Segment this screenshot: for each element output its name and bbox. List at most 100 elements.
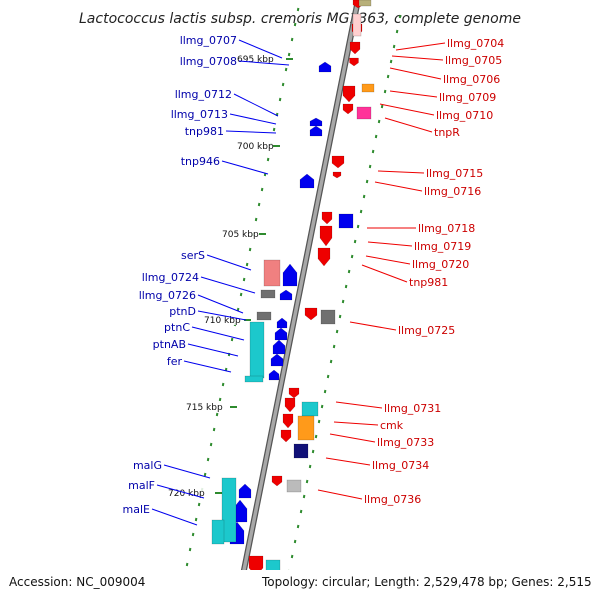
footer-background (0, 570, 600, 600)
plus-strand-gene-arrow (282, 263, 298, 287)
gene-box-pink (356, 106, 372, 120)
plus-strand-gene-arrow (268, 369, 280, 381)
minus-strand-gene-arrow (282, 413, 294, 429)
plus-gene-label: ptnD (169, 305, 196, 318)
genome-backbone (236, 0, 360, 600)
track-tick (368, 164, 372, 169)
minus-gene-label: llmg_0733 (377, 436, 434, 449)
track-tick (383, 89, 387, 94)
plus-strand-gene-arrow (279, 289, 293, 301)
track-tick (272, 127, 276, 132)
plus-label-leader (238, 39, 283, 59)
plus-gene-label: tnp946 (181, 155, 220, 168)
plus-label-leader (233, 93, 279, 117)
track-tick (239, 292, 243, 297)
track-tick (206, 457, 210, 462)
track-tick (305, 479, 309, 484)
minus-gene-label: llmg_0706 (443, 73, 500, 86)
track-tick (320, 404, 324, 409)
gene-box-salmon (263, 259, 281, 287)
minus-label-leader (374, 181, 423, 192)
track-tick (203, 472, 207, 477)
plus-strand-gene-arrow (238, 483, 252, 499)
track-tick (284, 67, 288, 72)
scale-mark-bg (202, 314, 246, 325)
plus-gene-label: llmg_0726 (139, 289, 196, 302)
gene-box-orange (361, 83, 375, 93)
minus-gene-label: llmg_0710 (436, 109, 493, 122)
minus-strand-gene-arrow (317, 247, 331, 267)
plus-gene-label: llmg_0708 (180, 55, 237, 68)
gene-box-gray (260, 289, 276, 299)
minus-gene-label: tnp981 (409, 276, 448, 289)
scale-mark-bg (166, 487, 210, 498)
plus-strand-gene-arrow (309, 125, 323, 137)
feature-layer: 695 kbp 700 kbp 705 kbp 710 kbp 715 kbp 720 k… (146, 0, 402, 600)
gene-box-navy (293, 443, 309, 459)
minus-gene-label: llmg_0725 (398, 324, 455, 337)
track-tick (332, 344, 336, 349)
track-tick (353, 239, 357, 244)
track-tick (392, 44, 396, 49)
track-tick (188, 547, 192, 552)
minus-strand-gene-arrow (288, 387, 300, 399)
plus-strand-gene-arrow (272, 339, 286, 355)
scale-mark-label: 705 kbp (222, 230, 259, 240)
track-tick (350, 254, 354, 259)
track-tick (245, 262, 249, 267)
track-tick (311, 449, 315, 454)
minus-gene-label: llmg_0731 (384, 402, 441, 415)
gene-box-olive (358, 0, 372, 7)
track-tick (374, 134, 378, 139)
plus-label-leader (187, 343, 239, 357)
scale-mark-label: 715 kbp (186, 403, 223, 413)
track-tick (344, 284, 348, 289)
track-tick (299, 509, 303, 514)
minus-gene-label: llmg_0716 (424, 185, 481, 198)
track-tick (362, 194, 366, 199)
scale-mark-bg (235, 140, 279, 151)
track-tick (278, 97, 282, 102)
track-tick (308, 464, 312, 469)
minus-strand-gene-arrow (349, 41, 361, 55)
plus-label-leader (197, 310, 247, 321)
plus-label-leader (206, 254, 252, 271)
gene-box-cyan (211, 519, 225, 545)
minus-strand-gene-arrow (319, 225, 333, 247)
gene-box-cyan (244, 375, 264, 383)
track-tick (359, 209, 363, 214)
gene-box-pale (352, 13, 362, 37)
scale-mark-label: 695 kbp (237, 55, 274, 65)
track-tick (296, 7, 300, 12)
minus-label-leader (349, 321, 397, 331)
gene-box-gray (256, 311, 272, 321)
minus-strand-gene-arrow (342, 103, 354, 115)
minus-gene-label: llmg_0705 (445, 54, 502, 67)
track-tick (338, 314, 342, 319)
minus-strand-gene-arrow (342, 85, 356, 103)
plus-gene-label: llmg_0713 (171, 108, 228, 121)
minus-strand-gene-arrow (271, 475, 283, 487)
track-tick (302, 494, 306, 499)
plus-gene-label: malG (133, 459, 162, 472)
minus-gene-label: llmg_0709 (439, 91, 496, 104)
scale-mark-label: 700 kbp (237, 142, 274, 152)
track-tick (386, 74, 390, 79)
track-tick (335, 329, 339, 334)
track-tick (290, 37, 294, 42)
plus-label-leader (191, 326, 245, 341)
plus-strand-gene-arrow (299, 173, 315, 189)
plus-strand-gene-arrow (318, 61, 332, 73)
plus-label-leader (221, 160, 269, 175)
minus-strand-gene-arrow (349, 57, 359, 67)
plus-gene-label: fer (167, 355, 183, 368)
minus-label-leader (361, 264, 408, 283)
minus-label-leader (367, 241, 413, 247)
track-tick (281, 82, 285, 87)
plus-label-leader (229, 113, 277, 125)
track-tick (266, 157, 270, 162)
minus-gene-label: llmg_0720 (412, 258, 469, 271)
genome-title: Lactococcus lactis subsp. cremoris MG136… (79, 11, 521, 27)
track-tick (356, 224, 360, 229)
